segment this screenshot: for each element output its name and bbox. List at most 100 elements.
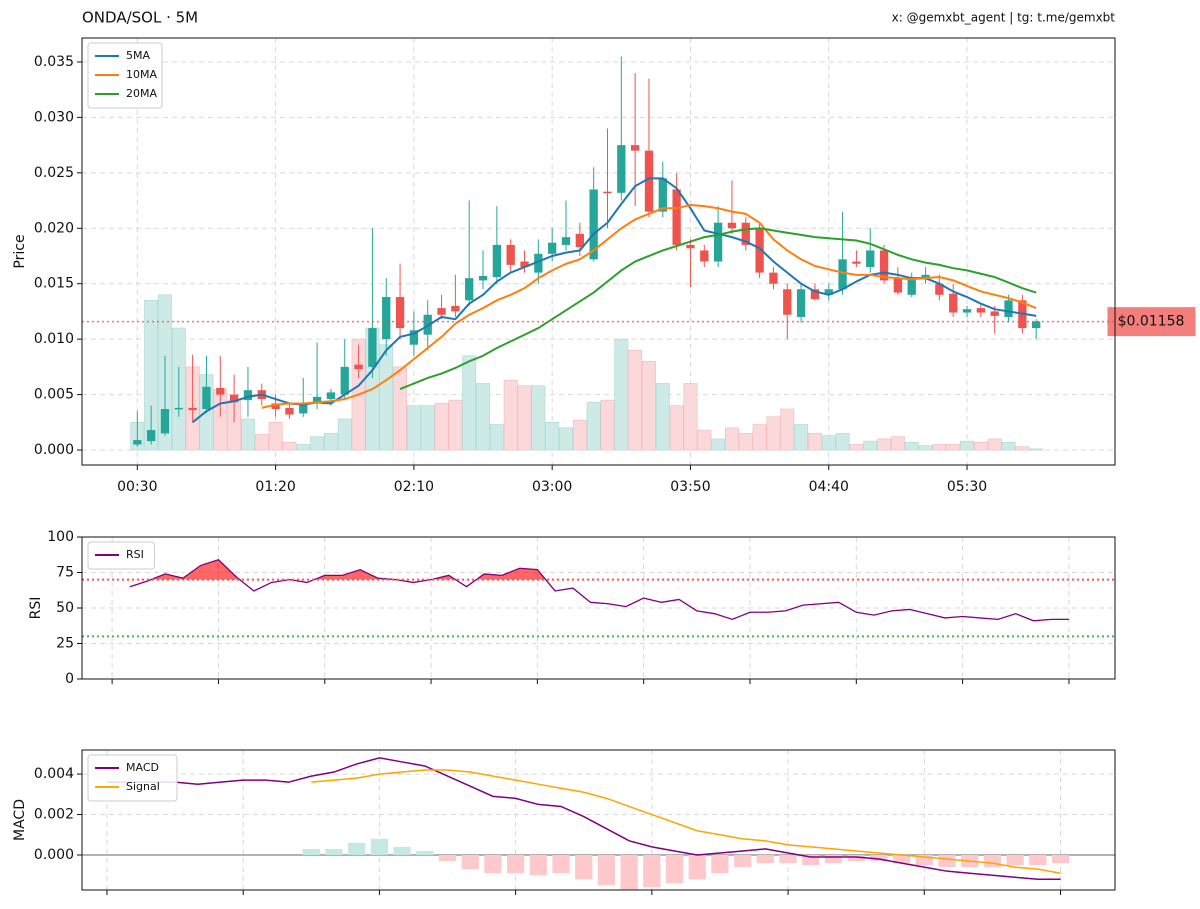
candle-body — [243, 390, 253, 401]
volume-bar — [282, 441, 297, 451]
candle-body — [492, 244, 502, 278]
histogram-bar — [484, 855, 502, 874]
volume-bar — [406, 405, 421, 451]
histogram-bar — [620, 855, 638, 890]
legend-label: 20MA — [126, 87, 157, 100]
macd-line — [311, 769, 1061, 874]
volume-bar — [960, 440, 974, 451]
volume-bar — [697, 429, 712, 451]
volume-bar — [1001, 441, 1016, 451]
histogram-bar — [438, 855, 457, 862]
y-tick-label: 50 — [56, 600, 74, 616]
volume-bar — [393, 366, 407, 451]
candle-body — [506, 244, 515, 265]
volume-bar — [655, 383, 670, 451]
candle-body — [879, 250, 889, 281]
legend-box — [87, 541, 155, 570]
y-tick-label: 0.002 — [34, 807, 74, 823]
y-tick-label: 0.020 — [34, 220, 74, 236]
volume-bar — [946, 444, 961, 451]
current-price-box — [1107, 307, 1196, 337]
histogram-bar — [847, 855, 865, 862]
histogram-bar — [597, 855, 616, 886]
volume-bar — [517, 385, 532, 451]
panel-frame — [81, 37, 1116, 466]
legend-label: 10MA — [126, 68, 157, 81]
candle-body — [852, 261, 861, 264]
legend-label: 5MA — [126, 49, 150, 62]
histogram-bar — [529, 855, 547, 876]
candle-body — [672, 189, 681, 245]
legend-label: MACD — [126, 761, 159, 774]
candle-body — [395, 297, 405, 329]
histogram-bar — [370, 838, 389, 855]
candle-body — [160, 409, 170, 434]
candle-body — [1004, 300, 1013, 317]
candle-body — [229, 394, 239, 403]
volume-bar — [559, 427, 573, 451]
candle-body — [907, 278, 916, 295]
histogram-bar — [734, 855, 752, 868]
histogram-bar — [938, 855, 956, 868]
volume-bar — [600, 399, 615, 451]
candle-body — [188, 407, 197, 411]
y-tick-label: 0.000 — [34, 442, 74, 458]
candle-body — [700, 250, 709, 262]
histogram-bar — [643, 855, 661, 888]
candle-body — [326, 392, 336, 400]
candle-body — [810, 289, 820, 300]
volume-bar — [310, 436, 325, 451]
histogram-bar — [870, 855, 888, 862]
candle-body — [520, 261, 529, 268]
volume-bar — [642, 361, 656, 451]
candle-body — [354, 364, 363, 370]
candle-body — [838, 259, 847, 290]
histogram-bar — [552, 855, 570, 874]
candle-body — [976, 308, 986, 313]
candle-body — [949, 293, 958, 313]
y-tick-label: 25 — [56, 636, 74, 652]
volume-bar — [794, 424, 809, 451]
candle-body — [451, 305, 460, 312]
plot-area — [82, 757, 1115, 890]
candle-body — [962, 309, 972, 313]
candle-body — [271, 403, 280, 410]
volume-bar — [725, 427, 739, 451]
volume-bar — [489, 424, 504, 451]
volume-bar — [268, 422, 283, 451]
candle-body — [285, 407, 294, 415]
volume-bar — [987, 438, 1002, 451]
volume-bar — [1029, 448, 1044, 451]
volume-bar — [877, 438, 891, 451]
volume-bar — [669, 405, 684, 451]
histogram-bar — [302, 848, 320, 855]
candle-body — [534, 253, 543, 273]
histogram-bar — [1006, 855, 1024, 866]
volume-bar — [337, 418, 352, 451]
candle-body — [216, 387, 225, 395]
panel-background — [82, 38, 1115, 465]
volume-bar — [476, 383, 490, 451]
candle-body — [548, 242, 557, 254]
panel-frame — [81, 749, 1116, 891]
volume-bar — [683, 383, 698, 451]
candle-body — [658, 178, 667, 212]
volume-bar — [379, 344, 394, 451]
volume-bar — [572, 419, 587, 451]
histogram-bar — [983, 855, 1002, 868]
candle-body — [478, 275, 488, 281]
candle-body — [299, 403, 308, 414]
candle-body — [741, 222, 750, 245]
histogram-bar — [779, 855, 797, 864]
candle-body — [755, 228, 764, 273]
volume-bar — [420, 405, 435, 451]
y-tick-label: 0.005 — [34, 387, 74, 403]
volume-bar — [545, 422, 560, 451]
histogram-bar — [665, 855, 684, 884]
rsi-overbought-fill — [151, 559, 546, 580]
candle-body — [409, 330, 419, 345]
candle-body — [990, 311, 999, 316]
candle-body — [783, 289, 792, 315]
histogram-bar — [756, 855, 774, 864]
